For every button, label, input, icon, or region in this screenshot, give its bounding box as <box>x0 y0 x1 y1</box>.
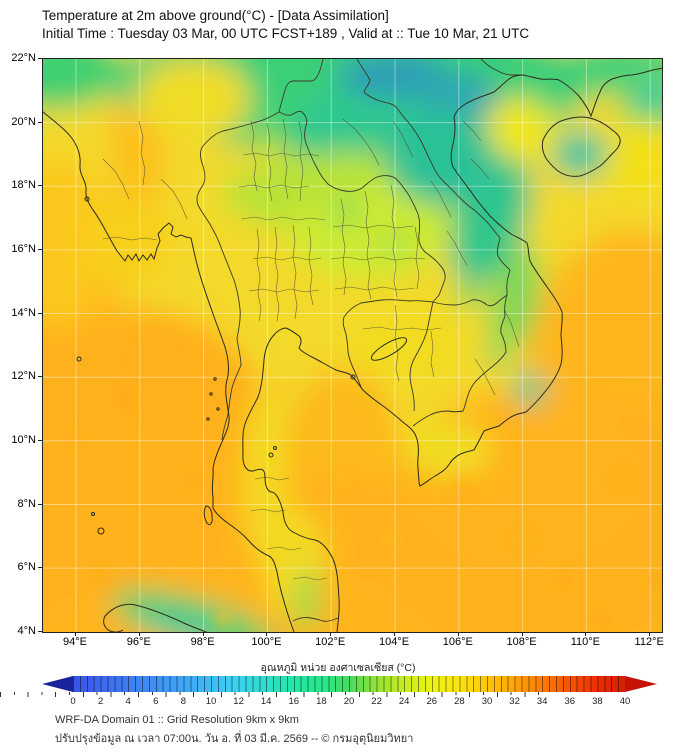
colorbar-tick-label: 34 <box>536 696 548 707</box>
colorbar-tick-label: 20 <box>343 696 355 707</box>
lon-tick-label: 100°E <box>251 636 282 648</box>
lat-tick-label: 6°N <box>17 561 36 574</box>
lon-tickmark <box>202 632 204 636</box>
lat-tick-label: 8°N <box>17 497 36 510</box>
lon-tick-label: 104°E <box>378 636 410 648</box>
lon-tick-label: 98°E <box>190 636 215 648</box>
sea-texture <box>65 300 661 628</box>
colorbar-gradient <box>73 676 625 692</box>
colorbar-tick-label: 28 <box>454 696 465 707</box>
lat-tickmark <box>38 567 42 569</box>
lon-tick-label: 102°E <box>315 636 346 648</box>
colorbar-tick-label: 16 <box>288 696 300 707</box>
colorbar-tick-label: 18 <box>316 696 327 707</box>
colorbar-tick-label: 14 <box>260 696 272 707</box>
colorbar-label: อุณหภูมิ หน่วย องศาเซลเซียส (°C) <box>260 662 416 674</box>
lon-tick-label: 106°E <box>442 636 473 648</box>
lon-tickmark <box>138 632 140 636</box>
lon-tick-label: 108°E <box>506 636 537 648</box>
country-borders <box>196 59 523 622</box>
colorbar-tick-label: 22 <box>371 696 382 707</box>
lat-tick-label: 4°N <box>17 625 36 638</box>
footer-update-info: ปรับปรุงข้อมูล ณ เวลา 07:00น. วัน อ. ที่… <box>55 733 414 745</box>
lon-tickmark <box>330 632 332 636</box>
footer-domain-info: WRF-DA Domain 01 :: Grid Resolution 9km … <box>55 714 299 726</box>
temperature-field <box>43 59 662 632</box>
colorbar-tick-label: 38 <box>592 696 603 707</box>
colorbar-tick-label: 32 <box>509 696 520 707</box>
lon-tickmark <box>266 632 268 636</box>
colorbar-underflow-arrow <box>42 676 73 692</box>
coastlines <box>43 67 662 632</box>
lon-tickmark <box>394 632 395 636</box>
colorbar-tick-label: 12 <box>233 696 244 707</box>
lat-tick-label: 16°N <box>11 243 36 255</box>
lat-tickmark <box>38 503 42 505</box>
lon-tick-label: 112°E <box>634 636 664 648</box>
lat-tickmark <box>38 121 42 123</box>
lat-tickmark <box>38 58 42 59</box>
colorbar-tick-label: 8 <box>180 696 187 707</box>
lon-tick-label: 94°E <box>63 636 87 648</box>
colorbar-tick-label: 6 <box>153 696 159 707</box>
lat-tickmark <box>38 440 42 442</box>
lat-tick-label: 18°N <box>11 179 36 192</box>
lon-tickmark <box>75 632 76 636</box>
lon-tick-label: 110°E <box>570 636 601 648</box>
lat-tick-label: 12°N <box>11 370 36 383</box>
colorbar-tick-label: 2 <box>97 696 104 707</box>
lon-tickmark <box>521 632 523 636</box>
colorbar-overflow-arrow <box>625 676 657 692</box>
lat-tick-label: 22°N <box>11 52 36 64</box>
colorbar-tick-label: 40 <box>619 696 631 707</box>
lat-tickmark <box>38 249 42 250</box>
lon-tick-label: 96°E <box>126 636 151 648</box>
lon-tickmark <box>457 632 459 636</box>
chart-subtitle: Initial Time : Tuesday 03 Mar, 00 UTC FC… <box>42 26 530 41</box>
colorbar-tick-label: 24 <box>398 696 410 707</box>
colorbar-tick-label: 0 <box>70 696 76 707</box>
colorbar-tick-label: 36 <box>564 696 576 707</box>
colorbar-tick-label: 4 <box>125 696 131 707</box>
temperature-map-svg <box>43 59 662 632</box>
colorbar-tick-label: 10 <box>205 696 217 707</box>
lat-tickmark <box>38 631 42 633</box>
colorbar-cell-dividers <box>73 676 625 692</box>
province-borders <box>102 118 520 581</box>
lat-tick-label: 10°N <box>11 434 36 447</box>
map-plot <box>42 58 663 633</box>
lon-tickmark <box>649 632 651 636</box>
lat-tickmark <box>38 376 42 378</box>
lat-tickmark <box>38 185 42 187</box>
lat-tick-label: 20°N <box>11 115 36 128</box>
chart-title: Temperature at 2m above ground(°C) - [Da… <box>42 8 389 23</box>
colorbar-major-ticks <box>0 692 552 697</box>
lat-tickmark <box>38 312 42 314</box>
lat-tick-label: 14°N <box>11 306 36 319</box>
colorbar-tick-label: 30 <box>481 696 493 707</box>
colorbar-tick-label: 26 <box>426 696 438 707</box>
lon-tickmark <box>585 632 587 636</box>
